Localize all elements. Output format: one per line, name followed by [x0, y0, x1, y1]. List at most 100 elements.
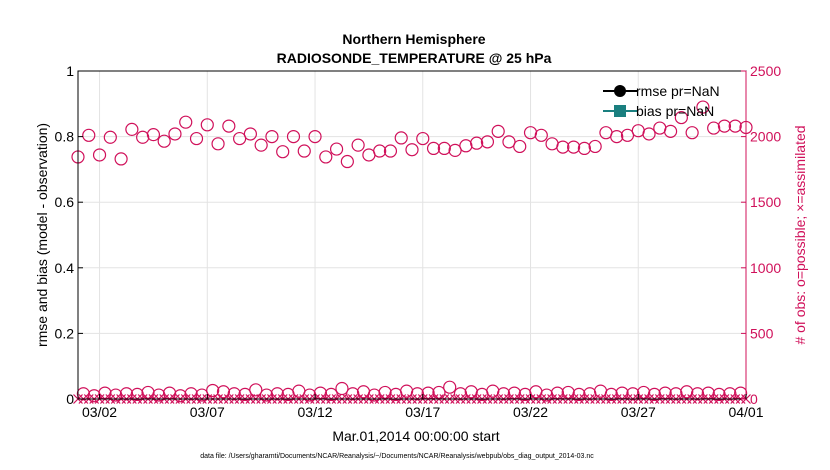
obs-possible-marker — [707, 121, 721, 135]
left-tick-label: 1 — [66, 63, 74, 79]
obs-possible-marker — [637, 385, 651, 400]
obs-possible-marker — [179, 115, 193, 129]
obs-possible-marker — [329, 142, 344, 156]
data-markers — [71, 100, 753, 404]
obs-possible-marker — [265, 130, 279, 144]
obs-possible-marker — [173, 389, 187, 403]
obs-possible-marker — [130, 387, 144, 402]
obs-possible-marker — [545, 137, 559, 151]
obs-possible-marker — [561, 385, 575, 400]
x-tick-label: 04/01 — [728, 404, 763, 420]
obs-possible-marker — [556, 140, 570, 154]
obs-possible-marker — [577, 141, 591, 156]
obs-possible-marker — [249, 383, 263, 397]
obs-possible-marker — [416, 131, 430, 146]
data-file-footer: data file: /Users/gharamti/Documents/NCA… — [200, 453, 594, 460]
right-tick-label: 1500 — [750, 194, 781, 210]
right-tick-label: 2000 — [750, 129, 781, 145]
obs-possible-marker — [696, 100, 710, 114]
obs-possible-marker — [141, 385, 155, 400]
obs-possible-marker — [464, 385, 478, 399]
obs-possible-marker — [319, 150, 333, 164]
obs-possible-marker — [443, 380, 457, 394]
plot-frame — [77, 70, 747, 400]
obs-possible-marker — [351, 138, 365, 152]
obs-possible-marker — [276, 145, 290, 159]
obs-possible-marker — [200, 118, 214, 132]
obs-possible-marker — [534, 128, 548, 142]
x-tick-label: 03/07 — [190, 404, 225, 420]
obs-possible-marker — [394, 131, 408, 145]
legend-rmse-marker — [614, 85, 626, 97]
obs-possible-marker — [712, 387, 726, 402]
obs-possible-marker — [432, 385, 446, 400]
obs-possible-marker — [653, 121, 667, 135]
obs-possible-marker — [103, 130, 117, 144]
x-tick-label: 03/12 — [298, 404, 333, 420]
obs-possible-marker — [233, 131, 247, 146]
obs-possible-marker — [647, 387, 662, 402]
obs-possible-marker — [459, 139, 473, 153]
x-axis-label: Mar.01,2014 00:00:00 start — [332, 428, 499, 444]
x-tick-label: 03/02 — [82, 404, 117, 420]
left-tick-label: 0 — [66, 391, 74, 407]
obs-possible-marker — [642, 127, 656, 141]
chart-subtitle: RADIOSONDE_TEMPERATURE @ 25 hPa — [277, 50, 552, 66]
obs-possible-marker — [604, 387, 618, 402]
obs-possible-marker — [216, 385, 231, 399]
obs-possible-marker — [254, 138, 268, 152]
obs-possible-marker — [480, 135, 495, 149]
obs-possible-marker — [437, 141, 451, 156]
obs-possible-marker — [470, 136, 484, 150]
x-tick-label: 03/22 — [513, 404, 548, 420]
x-tick-label: 03/17 — [405, 404, 440, 420]
obs-possible-marker — [356, 385, 371, 399]
obs-possible-marker — [405, 143, 419, 157]
obs-possible-marker — [286, 130, 301, 144]
obs-possible-marker — [674, 110, 688, 125]
obs-possible-marker — [717, 119, 732, 133]
left-tick-label: 0.4 — [55, 260, 75, 276]
obs-possible-marker — [448, 143, 462, 157]
obs-possible-marker — [157, 134, 171, 148]
grid-lines — [78, 71, 746, 399]
left-tick-label: 0.2 — [55, 325, 75, 341]
obs-possible-marker — [529, 385, 543, 399]
obs-possible-marker — [680, 385, 694, 399]
right-tick-label: 1000 — [750, 260, 781, 276]
obs-possible-marker — [297, 144, 311, 158]
right-tick-label: 500 — [750, 325, 774, 341]
legend-bias-marker — [614, 105, 626, 117]
obs-possible-marker — [168, 127, 182, 141]
obs-possible-marker — [114, 152, 128, 166]
obs-possible-marker — [728, 119, 742, 133]
obs-possible-marker — [663, 124, 678, 138]
obs-possible-marker — [189, 131, 204, 146]
obs-possible-marker — [491, 124, 505, 138]
legend: rmse pr=NaN bias pr=NaN — [603, 83, 720, 119]
obs-possible-marker — [335, 381, 349, 396]
left-tick-label: 0.8 — [55, 129, 75, 145]
right-tick-label: 0 — [750, 391, 758, 407]
legend-bias-label: bias pr=NaN — [636, 103, 714, 119]
obs-possible-marker — [324, 387, 338, 402]
obs-possible-marker — [373, 144, 387, 158]
left-tick-label: 0.6 — [55, 194, 75, 210]
obs-possible-marker — [383, 144, 398, 158]
obs-possible-marker — [502, 135, 516, 149]
obs-possible-marker — [588, 139, 602, 154]
obs-possible-marker — [125, 122, 139, 136]
obs-possible-marker — [620, 128, 635, 142]
obs-possible-marker — [206, 383, 220, 398]
obs-possible-marker — [378, 385, 392, 400]
right-axis-label: # of obs: o=possible; ×=assimilated — [792, 125, 808, 344]
x-tick-label: 03/27 — [621, 404, 656, 420]
obs-possible-marker — [82, 128, 96, 142]
obs-possible-marker — [238, 387, 252, 402]
x-axis-ticks: 03/02 03/07 03/12 03/17 03/22 03/27 04/01 — [82, 394, 764, 420]
chart-title: Northern Hemisphere — [342, 31, 485, 47]
obs-possible-marker — [685, 126, 699, 140]
obs-possible-marker — [340, 154, 354, 169]
legend-rmse-label: rmse pr=NaN — [636, 83, 720, 99]
